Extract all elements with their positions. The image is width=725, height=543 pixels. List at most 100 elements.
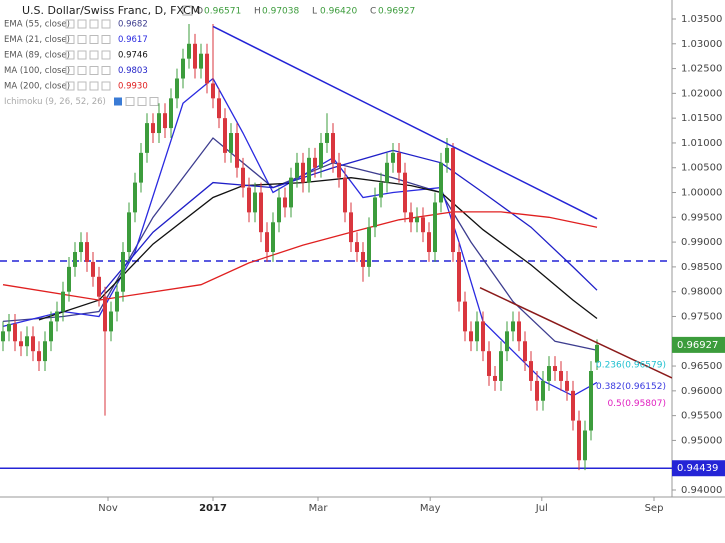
candle-body — [253, 192, 257, 213]
candle-body — [307, 157, 311, 183]
candle-body — [109, 311, 113, 332]
chart-title: U.S. Dollar/Swiss Franc, D, FXCM — [22, 4, 200, 17]
candle-body — [409, 212, 413, 223]
candle-body — [169, 98, 173, 129]
candle-body — [181, 58, 185, 79]
candle-body — [97, 276, 101, 297]
candle-body — [67, 266, 71, 292]
candle-body — [25, 336, 29, 347]
x-tick-label: Nov — [98, 503, 118, 514]
icon — [101, 35, 111, 44]
y-tick-label: 0.99000 — [681, 237, 722, 248]
candle-body — [487, 351, 491, 376]
icon — [65, 19, 75, 29]
candle-body — [541, 380, 545, 401]
icon — [114, 97, 122, 106]
candle-body — [139, 152, 143, 183]
candle-body — [259, 192, 263, 233]
candle-body — [463, 301, 467, 332]
candle-body — [79, 242, 83, 253]
candle-body — [187, 43, 191, 59]
fib-label: 0.5(0.95807) — [607, 399, 666, 409]
candle-body — [247, 187, 251, 213]
candle-body — [229, 133, 233, 153]
y-tick-label: 0.98500 — [681, 262, 722, 273]
y-tick-label: 0.96000 — [681, 386, 722, 397]
icon — [137, 97, 147, 106]
candle-body — [379, 182, 383, 198]
y-tick-label: 0.96500 — [681, 361, 722, 372]
candle-body — [55, 311, 59, 322]
candle-body — [61, 291, 65, 312]
plot — [0, 23, 672, 471]
indicator-value: 0.9746 — [118, 51, 148, 61]
candle-body — [283, 197, 287, 208]
candle-body — [193, 43, 197, 69]
price-label: 0.96927 — [677, 340, 718, 351]
candle-body — [313, 157, 317, 168]
candle-body — [523, 341, 527, 362]
candle-body — [565, 380, 569, 391]
candle-body — [37, 351, 41, 362]
candle-body — [445, 147, 449, 163]
candle-body — [85, 242, 89, 262]
indicator-value: 0.9930 — [118, 82, 148, 92]
ohlc-value: 0.96571 — [204, 7, 241, 17]
candle-body — [265, 232, 269, 253]
icon — [77, 81, 87, 91]
candle-body — [319, 142, 323, 168]
candle-body — [373, 197, 377, 228]
candle-body — [595, 344, 599, 363]
y-tick-label: 0.95000 — [681, 435, 722, 446]
price-label-box — [672, 336, 725, 353]
candle-body — [241, 167, 245, 188]
candle-body — [217, 98, 221, 119]
candle-body — [103, 296, 107, 332]
icon — [77, 35, 87, 44]
candle-body — [331, 133, 335, 163]
y-tick-label: 1.02000 — [681, 88, 722, 99]
candle-body — [583, 430, 587, 461]
ohlc-value: 0.96927 — [378, 7, 415, 17]
candle-body — [277, 197, 281, 223]
y-tick-label: 1.02500 — [681, 64, 722, 75]
candle-body — [175, 78, 179, 99]
price-label-box — [672, 460, 725, 477]
candle-body — [157, 113, 161, 134]
indicator-name: EMA (89, close) — [4, 51, 70, 61]
candle-body — [571, 390, 575, 421]
x-tick-label: 2017 — [199, 503, 227, 514]
icon — [182, 5, 193, 16]
candle-body — [349, 212, 353, 243]
icon — [77, 66, 87, 75]
x-tick-label: May — [420, 503, 441, 514]
ohlc-value: 0.96420 — [320, 7, 357, 17]
indicator-name: EMA (55, close) — [4, 20, 70, 30]
candle-body — [433, 202, 437, 253]
icon — [101, 19, 111, 29]
candle-body — [421, 217, 425, 233]
candle-body — [361, 252, 365, 267]
price-label: 0.94439 — [677, 463, 718, 474]
candle-body — [511, 321, 515, 332]
candle-body — [205, 53, 209, 84]
icon — [65, 81, 75, 91]
ohlc-key: L — [312, 7, 317, 17]
trendline — [212, 25, 598, 220]
icon — [149, 97, 159, 106]
candle-body — [481, 321, 485, 352]
indicator-line — [38, 177, 598, 321]
candle-body — [343, 177, 347, 213]
icon — [89, 66, 99, 75]
y-tick-label: 0.97500 — [681, 311, 722, 322]
fib-label: 0.236(0.96579) — [596, 361, 666, 371]
candle-body — [271, 222, 275, 253]
candle-body — [43, 341, 47, 362]
candle-body — [211, 83, 215, 99]
candle-body — [115, 291, 119, 312]
candle-body — [1, 331, 5, 342]
candle-body — [163, 113, 167, 129]
candle-body — [13, 323, 17, 342]
